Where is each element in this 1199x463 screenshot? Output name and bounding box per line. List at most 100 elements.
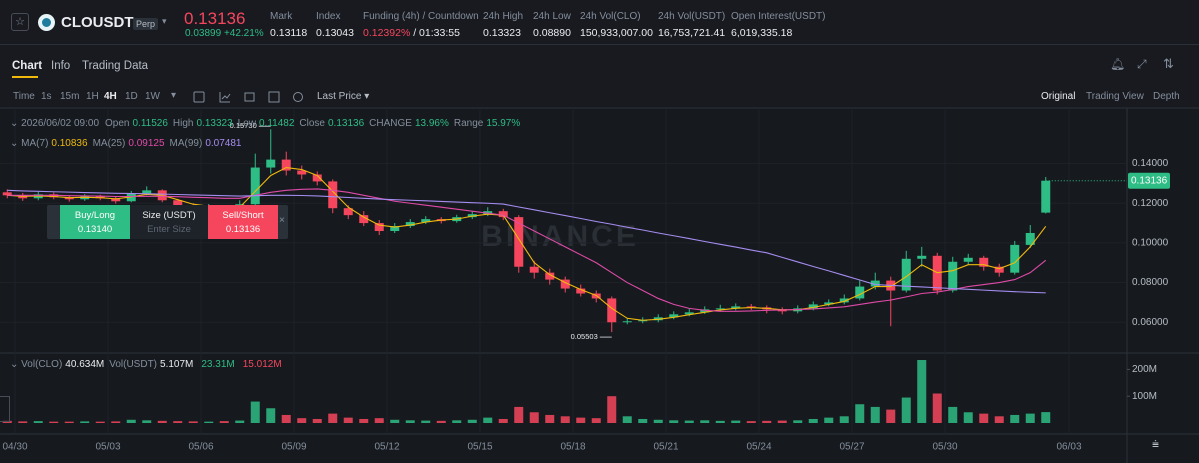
y-tick-label: 0.14000 bbox=[1132, 158, 1169, 169]
ma-value: 0.09125 bbox=[128, 138, 165, 149]
volume-bar bbox=[467, 419, 477, 423]
close-widget[interactable]: × bbox=[279, 215, 285, 226]
candle-body bbox=[994, 266, 1004, 273]
tool-icons bbox=[193, 90, 303, 103]
volume-bar bbox=[64, 421, 74, 423]
compare-icon[interactable] bbox=[268, 91, 280, 103]
volume-bar bbox=[266, 408, 276, 423]
vol-value: 5.107M bbox=[160, 359, 194, 370]
replay-icon[interactable] bbox=[293, 92, 303, 102]
tab[interactable]: Chart bbox=[12, 60, 43, 72]
sell-button[interactable]: Sell/Short 0.13136 bbox=[208, 205, 278, 239]
coin-logo bbox=[38, 14, 55, 31]
interval[interactable]: 1W bbox=[145, 91, 160, 102]
stat-value: 150,933,007.00 bbox=[580, 27, 653, 39]
interval[interactable]: 1s bbox=[41, 91, 52, 102]
stat: 24h Low 0.08890 bbox=[533, 11, 571, 39]
stat: 24h Vol(USDT) 16,753,721.41 bbox=[658, 11, 725, 39]
x-tick-label: 05/09 bbox=[281, 442, 306, 453]
candle-body bbox=[514, 217, 524, 267]
candle-body bbox=[374, 223, 384, 232]
candle-body bbox=[266, 159, 276, 168]
settings-icon[interactable]: ⇅ bbox=[1163, 56, 1174, 71]
price-change: 0.03899 +42.21% bbox=[185, 28, 264, 39]
interval[interactable]: 1H bbox=[86, 91, 99, 102]
legend-value: 0.13136 bbox=[327, 118, 365, 129]
candle-body bbox=[746, 306, 756, 308]
candle-body bbox=[250, 167, 260, 205]
pane-toggle[interactable] bbox=[0, 396, 10, 422]
favorite-star[interactable]: ☆ bbox=[11, 13, 29, 31]
vol-value: 15.012M bbox=[242, 359, 282, 370]
tab[interactable]: Info bbox=[51, 60, 71, 72]
size-input[interactable]: Size (USDT) Enter Size bbox=[130, 205, 208, 239]
interval: Time bbox=[13, 91, 35, 102]
volume-bar bbox=[204, 421, 214, 423]
volume-bar bbox=[932, 393, 942, 423]
stat-number: 16,753,721.41 bbox=[658, 27, 726, 39]
interval[interactable]: 1D bbox=[125, 91, 138, 102]
layout-icon[interactable] bbox=[244, 92, 255, 102]
vol-value: 40.634M bbox=[65, 359, 105, 370]
last-price-label: 0.13136 bbox=[1131, 175, 1168, 186]
stat: Open Interest(USDT) 6,019,335.18 bbox=[731, 11, 825, 39]
calendar-icon[interactable] bbox=[193, 91, 205, 103]
volume-bar bbox=[777, 420, 787, 423]
volume-bar bbox=[948, 406, 958, 423]
vol-name: Vol(USDT) bbox=[109, 359, 158, 370]
buy-button[interactable]: Buy/Long 0.13140 bbox=[60, 205, 130, 239]
x-tick-label: 05/15 bbox=[467, 442, 492, 453]
candle-body bbox=[870, 280, 880, 287]
candle-body bbox=[142, 190, 152, 194]
stat-extra: / 01:33:55 bbox=[413, 27, 460, 39]
candle-body bbox=[328, 181, 338, 209]
stat-number: 150,933,007.00 bbox=[580, 27, 653, 39]
volume-bar bbox=[1025, 413, 1035, 423]
stat-label: 24h High bbox=[483, 11, 524, 22]
volume-bar bbox=[715, 420, 725, 423]
volume-bar bbox=[219, 421, 229, 423]
size-label: Size (USDT) bbox=[142, 210, 196, 221]
interval[interactable]: 4H bbox=[104, 91, 117, 102]
volume-bar bbox=[328, 413, 338, 423]
volume-bar bbox=[824, 417, 834, 423]
candle-body bbox=[560, 279, 570, 289]
candle-body bbox=[297, 170, 307, 175]
sell-price: 0.13136 bbox=[225, 224, 261, 235]
scale-toggle[interactable]: ⩧ bbox=[1152, 437, 1160, 451]
stat: Funding (4h) / Countdown 0.12392% / 01:33… bbox=[363, 11, 479, 39]
interval[interactable]: 15m bbox=[60, 91, 80, 102]
symbol[interactable]: CLOUSDT bbox=[61, 14, 134, 31]
candle-body bbox=[824, 302, 834, 305]
symbol-dropdown[interactable]: ▾ bbox=[162, 16, 167, 26]
stat-value: 0.08890 bbox=[533, 27, 571, 39]
legend-value: 0.11526 bbox=[132, 118, 168, 129]
candle-body bbox=[312, 174, 322, 182]
price-type[interactable]: Last Price ▾ bbox=[317, 91, 370, 102]
tab[interactable]: Trading Data bbox=[82, 60, 149, 72]
candle-body bbox=[622, 321, 632, 323]
tool-icon-set bbox=[193, 91, 303, 103]
candle-body bbox=[855, 286, 865, 299]
vol-value: 23.31M bbox=[201, 359, 235, 370]
volume-bar bbox=[359, 418, 369, 423]
volume-bar bbox=[405, 420, 415, 423]
view-option[interactable]: Trading View bbox=[1086, 91, 1144, 102]
candle-body bbox=[359, 215, 369, 224]
volume-bar bbox=[390, 419, 400, 423]
candle-body bbox=[405, 222, 415, 227]
change-pct: +42.21% bbox=[223, 28, 264, 39]
volume-bar bbox=[963, 412, 973, 423]
change-abs: 0.03899 bbox=[185, 28, 222, 39]
volume-bar bbox=[297, 418, 307, 423]
view-option[interactable]: Depth bbox=[1153, 91, 1180, 102]
y-tick-label: 0.12000 bbox=[1132, 198, 1169, 209]
view-option[interactable]: Original bbox=[1041, 91, 1076, 102]
interval-dropdown[interactable]: ▾ bbox=[171, 90, 177, 101]
x-tick-label: 05/21 bbox=[653, 442, 678, 453]
indicator-icon[interactable] bbox=[219, 92, 231, 103]
expand-icon[interactable]: ⤢ bbox=[1137, 57, 1147, 71]
alert-icon[interactable]: 🔔︎ bbox=[1110, 57, 1126, 71]
volume-bar bbox=[188, 421, 198, 423]
stat-value: 0.13118 bbox=[270, 27, 307, 39]
